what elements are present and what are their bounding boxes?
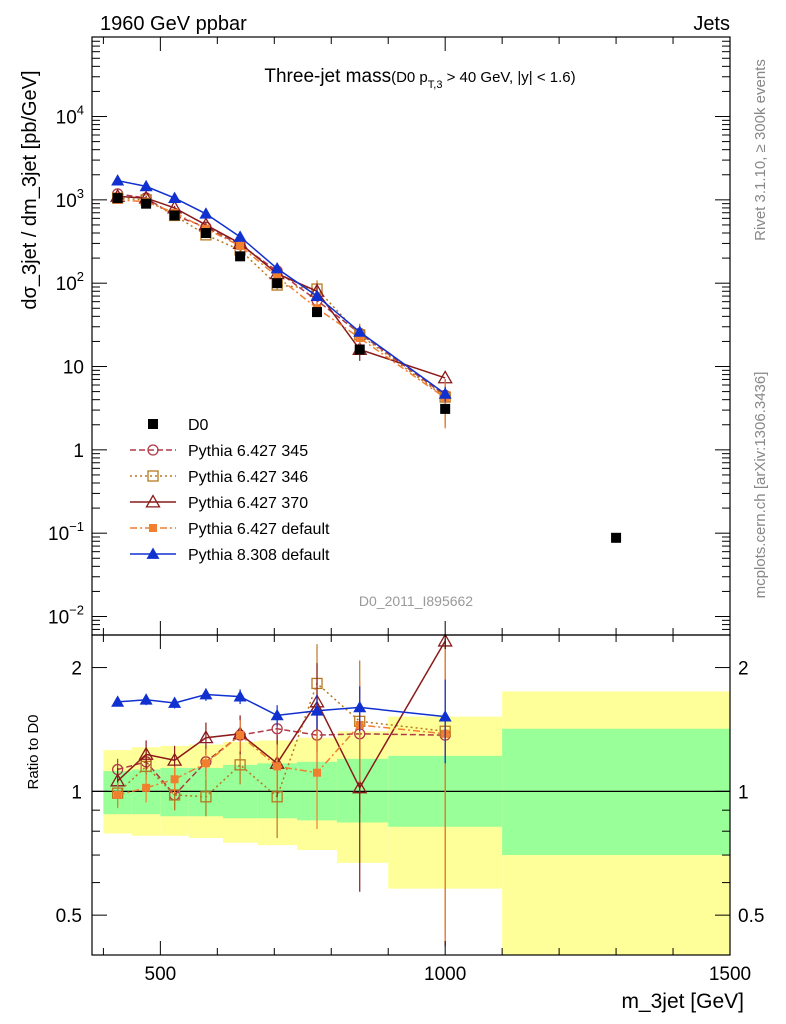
- legend-label-2: Pythia 6.427 346: [188, 469, 308, 486]
- ratio-series-marker: [313, 768, 322, 777]
- main-series-marker: [438, 387, 452, 399]
- x-axis-label: m_3jet [GeV]: [621, 990, 744, 1013]
- main-y-axis-label: dσ_3jet / dm_3jet [pb/GeV]: [19, 70, 41, 309]
- ratio-series-marker: [353, 700, 367, 713]
- main-series-marker: [236, 241, 245, 250]
- main-y-tick-label: 10: [63, 358, 84, 379]
- ratio-series-marker: [113, 790, 122, 799]
- x-tick-label: 1500: [709, 964, 751, 985]
- main-series-marker: [199, 207, 213, 219]
- header-energy-label: 1960 GeV ppbar: [100, 13, 247, 35]
- analysis-id-label: D0_2011_I895662: [359, 593, 473, 609]
- main-y-tick-label: 1: [73, 441, 84, 462]
- ratio-series-marker: [139, 693, 153, 705]
- ratio-band-inner: [336, 758, 389, 823]
- ratio-y-tick-label-left: 1: [71, 782, 82, 803]
- legend-marker-1: [147, 444, 159, 456]
- ratio-panel: [92, 633, 730, 955]
- data-point-d0: [235, 251, 246, 262]
- legend-marker-0: [148, 419, 158, 429]
- main-y-tick-label: 103: [56, 186, 84, 212]
- ratio-series-marker: [170, 775, 179, 784]
- ratio-series-marker: [273, 762, 282, 771]
- rivet-version-label: Rivet 3.1.10, ≥ 300k events: [752, 59, 769, 241]
- data-point-d0: [169, 210, 180, 221]
- main-series-line-0: [117, 193, 446, 397]
- main-series-marker: [310, 289, 324, 301]
- plot-title-main: Three-jet mass: [264, 66, 391, 87]
- ratio-series-marker: [166, 752, 183, 766]
- ratio-series-marker: [198, 729, 214, 744]
- main-y-tick-label: 102: [56, 269, 84, 295]
- legend-label-1: Pythia 6.427 345: [188, 443, 308, 460]
- plot-title: Three-jet mass(D0 pT,3 > 40 GeV, |y| < 1…: [264, 66, 575, 91]
- main-series-marker: [355, 333, 364, 342]
- ratio-panel-frame: [91, 634, 731, 956]
- main-panel: [110, 174, 622, 543]
- mcplots-label: mcplots.cern.ch [arXiv:1306.3436]: [752, 372, 769, 599]
- legend-label-4: Pythia 6.427 default: [188, 521, 330, 538]
- plot-title-cut-sub: T,3: [428, 79, 443, 91]
- data-point-d0: [272, 278, 283, 289]
- ratio-series-marker: [233, 690, 247, 702]
- main-series-line-1: [117, 197, 446, 398]
- legend-marker-2: [147, 470, 159, 482]
- ratio-series-marker: [236, 731, 245, 740]
- plot-title-cut-suffix: > 40 GeV, |y| < 1.6): [442, 69, 575, 86]
- ratio-y-tick-label-right: 2: [738, 659, 749, 680]
- ratio-y-tick-label-left: 0.5: [56, 906, 82, 927]
- ratio-series-marker: [310, 704, 324, 716]
- ratio-series-marker: [200, 791, 212, 803]
- ratio-series-marker: [201, 759, 210, 768]
- main-series-marker: [273, 272, 282, 281]
- ratio-y-axis-label: Ratio to D0: [25, 714, 42, 789]
- main-y-tick-label: 104: [56, 103, 84, 129]
- x-tick-label: 1000: [424, 964, 466, 985]
- ratio-y-tick-label-right: 0.5: [738, 906, 764, 927]
- legend-marker-4: [149, 524, 157, 532]
- main-series-marker: [139, 179, 153, 192]
- ratio-series-marker: [199, 687, 213, 700]
- ratio-series-marker: [111, 695, 125, 707]
- ratio-series-marker: [438, 710, 452, 722]
- ratio-series-marker: [168, 696, 182, 708]
- ratio-series-line-4: [117, 693, 446, 718]
- legend-label-5: Pythia 8.308 default: [188, 547, 330, 564]
- main-series-line-3: [117, 199, 446, 399]
- ratio-series-marker: [270, 708, 284, 721]
- ratio-series-marker: [234, 759, 246, 771]
- main-series-marker: [353, 325, 367, 337]
- plot-title-cut-prefix: (D0 p: [391, 69, 428, 86]
- axis-ticks: 500 1000 1500 10−2 10−1 1 10 102 103 104 0.5 0.5 1 1 2…: [48, 36, 764, 985]
- data-point-d0: [112, 193, 123, 204]
- data-point-d0: [440, 403, 451, 414]
- data-point-d0: [354, 344, 365, 355]
- x-tick-label: 500: [145, 964, 177, 985]
- data-point-d0: [312, 307, 323, 318]
- ratio-series-marker: [138, 746, 154, 760]
- main-series-marker: [233, 230, 247, 242]
- data-point-d0: [141, 198, 152, 209]
- legend: D0 Pythia 6.427 345 Pythia 6.427 346 Pythia…: [130, 417, 330, 564]
- legend-marker-5: [146, 547, 160, 559]
- main-series-marker: [111, 174, 125, 186]
- ratio-series-marker: [142, 783, 151, 792]
- ratio-y-tick-label-left: 2: [71, 659, 82, 680]
- main-series-marker: [168, 191, 182, 203]
- main-series-marker: [270, 262, 284, 274]
- header-jets-label: Jets: [693, 13, 730, 35]
- main-panel-frame: [91, 36, 731, 636]
- main-y-tick-label: 10−2: [48, 603, 84, 629]
- legend-label-0: D0: [188, 417, 209, 434]
- legend-marker-3: [145, 494, 161, 508]
- main-y-tick-label: 10−1: [48, 519, 84, 545]
- ratio-y-tick-label-right: 1: [738, 782, 749, 803]
- data-point-d0: [200, 228, 211, 239]
- legend-label-3: Pythia 6.427 370: [188, 495, 308, 512]
- data-point-d0: [611, 532, 622, 543]
- ratio-series-marker: [352, 780, 368, 794]
